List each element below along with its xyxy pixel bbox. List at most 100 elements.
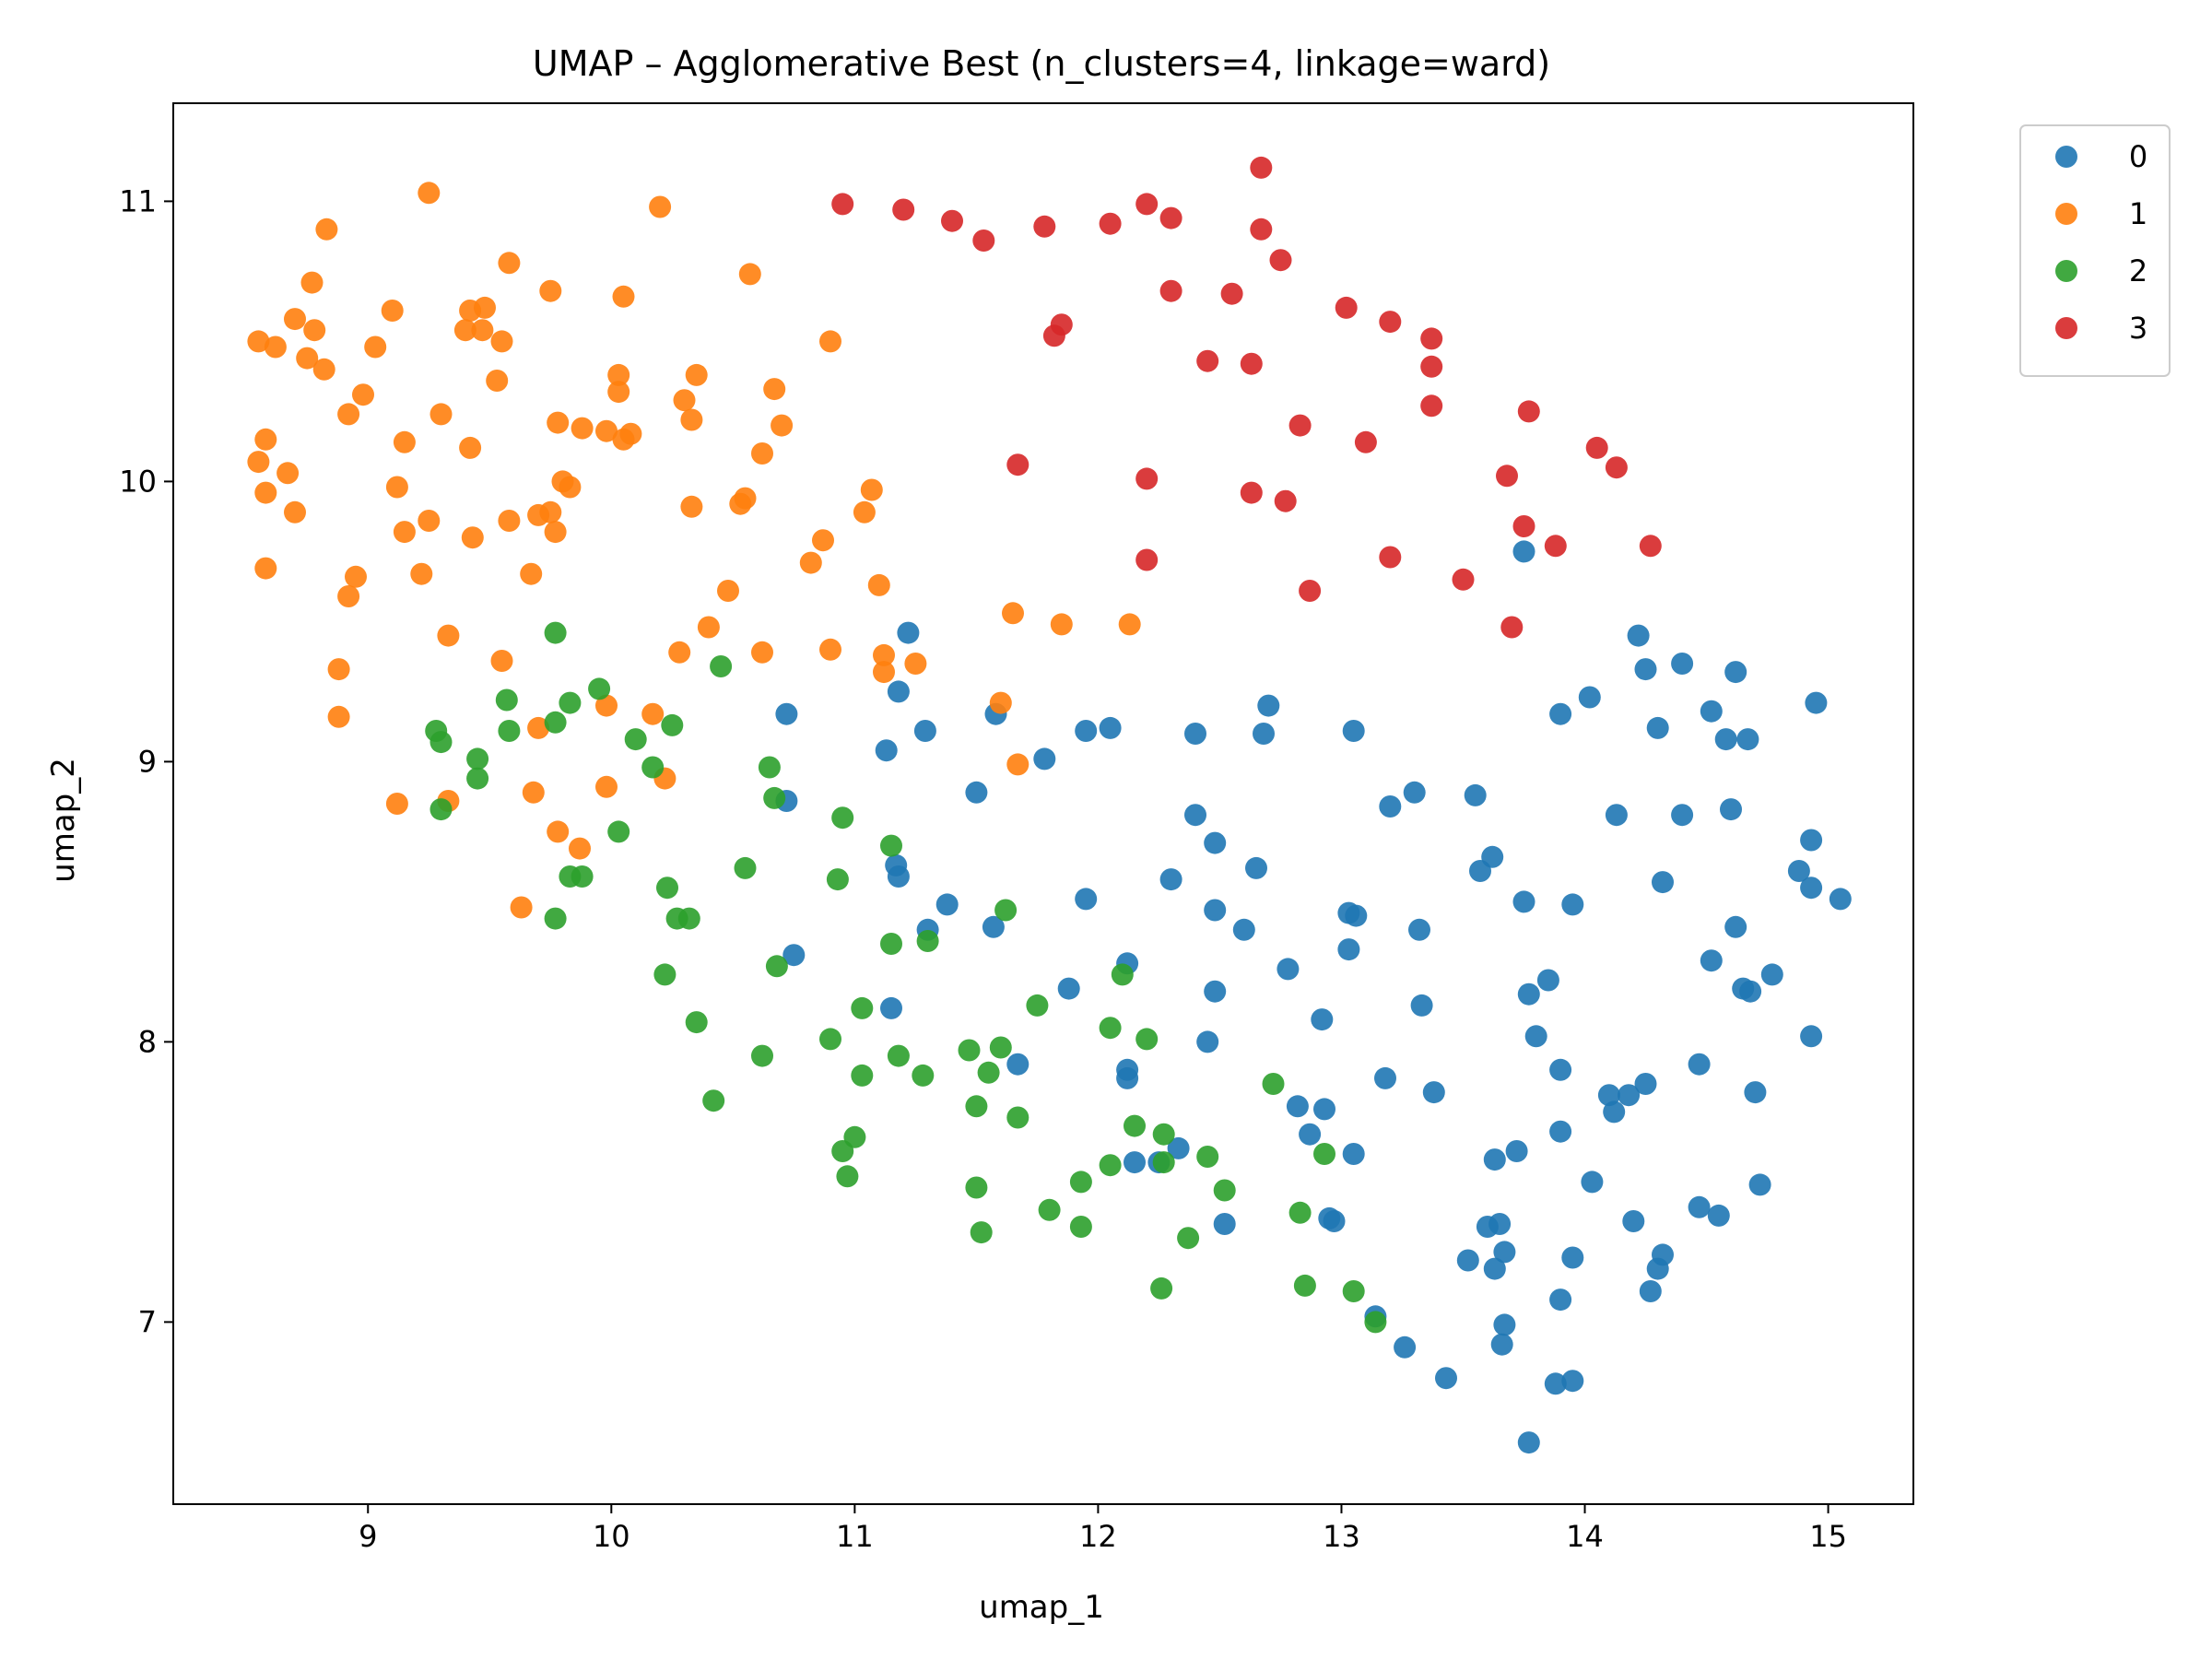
scatter-point-cluster-1 (453, 319, 477, 342)
scatter-point-cluster-2 (1026, 994, 1049, 1017)
scatter-point-cluster-2 (607, 820, 630, 843)
scatter-point-cluster-3 (1335, 296, 1358, 319)
scatter-point-cluster-3 (1512, 515, 1535, 537)
scatter-point-cluster-1 (1050, 613, 1073, 636)
scatter-point-cluster-1 (490, 650, 513, 672)
scatter-point-cluster-3 (1196, 349, 1219, 372)
scatter-point-cluster-0 (1493, 1241, 1516, 1264)
scatter-point-cluster-2 (994, 899, 1018, 922)
scatter-point-cluster-3 (1220, 282, 1243, 305)
scatter-point-cluster-3 (972, 229, 995, 252)
scatter-point-cluster-3 (1639, 535, 1662, 558)
x-axis-ticks: 9 10 11 12 13 14 15 (359, 1504, 1847, 1554)
y-tick-label: 10 (119, 464, 157, 499)
scatter-point-cluster-1 (867, 573, 890, 596)
scatter-point-cluster-0 (1505, 1140, 1528, 1162)
chart-title: UMAP – Agglomerative Best (n_clusters=4,… (533, 43, 1550, 84)
scatter-point-cluster-0 (1549, 1058, 1572, 1081)
scatter-point-cluster-0 (1700, 949, 1723, 972)
scatter-point-cluster-2 (544, 711, 567, 734)
scatter-point-cluster-3 (892, 198, 915, 221)
scatter-point-cluster-2 (819, 1028, 841, 1051)
scatter-point-cluster-1 (904, 653, 927, 675)
scatter-point-cluster-2 (880, 933, 902, 955)
scatter-point-cluster-0 (1517, 982, 1540, 1006)
scatter-point-cluster-0 (1394, 1335, 1417, 1359)
scatter-point-cluster-1 (498, 252, 521, 275)
scatter-point-cluster-1 (539, 279, 562, 302)
scatter-point-cluster-0 (775, 702, 798, 725)
scatter-point-cluster-3 (1585, 436, 1608, 459)
scatter-point-cluster-0 (1549, 702, 1572, 725)
scatter-point-cluster-3 (1500, 616, 1524, 639)
scatter-point-cluster-0 (1277, 958, 1300, 981)
scatter-point-cluster-3 (1517, 400, 1540, 423)
scatter-point-cluster-1 (385, 476, 408, 499)
scatter-point-cluster-0 (1456, 1249, 1479, 1272)
scatter-point-cluster-2 (466, 747, 489, 771)
scatter-point-cluster-0 (1707, 1204, 1730, 1227)
scatter-point-cluster-2 (544, 907, 567, 930)
scatter-point-cluster-1 (461, 526, 484, 549)
scatter-point-cluster-0 (1033, 747, 1056, 771)
scatter-point-cluster-0 (1724, 915, 1747, 938)
scatter-point-cluster-0 (897, 621, 920, 644)
legend-marker-cluster-1 (2055, 203, 2077, 225)
scatter-point-cluster-3 (1042, 324, 1065, 347)
scatter-point-cluster-1 (474, 296, 496, 319)
scatter-point-cluster-1 (559, 476, 582, 499)
scatter-point-cluster-2 (965, 1095, 988, 1118)
legend-label-cluster-1: 1 (2129, 196, 2147, 231)
scatter-point-cluster-0 (880, 996, 902, 1019)
scatter-point-cluster-1 (527, 716, 550, 739)
legend-label-cluster-0: 0 (2129, 139, 2147, 174)
y-axis-ticks: 7 8 9 10 11 (119, 183, 173, 1339)
scatter-point-cluster-0 (1605, 804, 1628, 827)
scatter-point-cluster-0 (1603, 1100, 1626, 1124)
scatter-point-cluster-1 (410, 562, 433, 585)
scatter-point-cluster-1 (771, 414, 794, 437)
scatter-point-cluster-1 (649, 195, 672, 218)
scatter-point-cluster-1 (300, 271, 324, 294)
scatter-point-cluster-2 (1099, 1017, 1122, 1040)
scatter-point-cluster-0 (1075, 720, 1098, 742)
scatter-point-cluster-1 (315, 218, 338, 241)
scatter-point-cluster-2 (710, 655, 733, 677)
scatter-point-cluster-1 (254, 428, 277, 451)
scatter-point-cluster-0 (1639, 1280, 1662, 1302)
scatter-point-cluster-0 (1561, 893, 1584, 916)
y-axis-label: umap_2 (45, 758, 82, 883)
scatter-point-cluster-0 (1184, 804, 1206, 827)
scatter-point-cluster-0 (1488, 1213, 1512, 1235)
scatter-point-cluster-0 (1116, 1066, 1139, 1089)
scatter-point-cluster-2 (1213, 1179, 1236, 1202)
scatter-point-cluster-0 (1245, 856, 1267, 879)
scatter-point-cluster-1 (337, 403, 360, 426)
scatter-point-cluster-2 (1099, 1154, 1122, 1177)
scatter-point-cluster-1 (385, 793, 408, 815)
scatter-point-cluster-1 (812, 529, 834, 552)
scatter-point-cluster-2 (765, 955, 788, 978)
scatter-point-cluster-1 (381, 300, 404, 322)
scatter-point-cluster-0 (1800, 877, 1823, 900)
scatter-point-cluster-3 (1299, 580, 1322, 602)
scatter-point-cluster-2 (571, 865, 594, 888)
x-tick-label: 11 (836, 1519, 874, 1554)
scatter-point-cluster-0 (1805, 691, 1828, 714)
scatter-point-cluster-2 (734, 856, 757, 879)
scatter-point-cluster-1 (303, 319, 326, 342)
scatter-point-cluster-1 (284, 500, 306, 524)
scatter-point-cluster-2 (429, 798, 453, 821)
scatter-point-cluster-2 (758, 756, 781, 779)
scatter-point-cluster-1 (527, 503, 550, 526)
scatter-point-cluster-0 (1700, 700, 1723, 723)
scatter-point-cluster-0 (1597, 1084, 1620, 1107)
scatter-point-cluster-2 (1069, 1216, 1092, 1238)
scatter-point-cluster-0 (1724, 661, 1747, 684)
scatter-point-cluster-0 (1493, 1313, 1516, 1336)
scatter-point-cluster-2 (851, 1064, 874, 1087)
scatter-point-cluster-0 (1578, 686, 1601, 709)
scatter-point-cluster-3 (831, 193, 854, 216)
scatter-point-cluster-0 (1549, 1288, 1572, 1312)
scatter-point-cluster-1 (490, 330, 513, 353)
